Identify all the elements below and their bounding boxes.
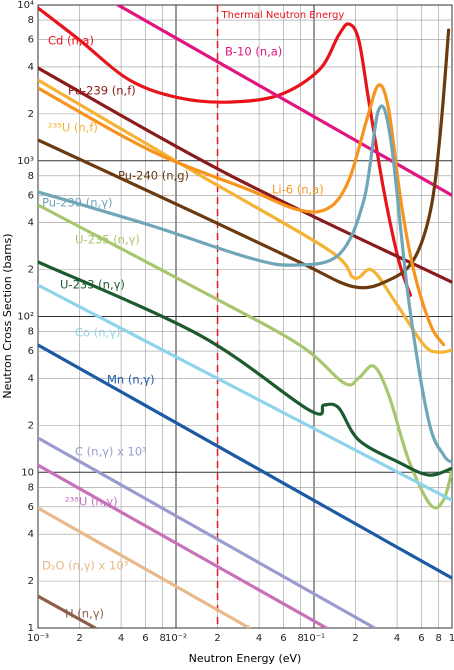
- series-line: [38, 203, 452, 510]
- x-tick-label: 6: [280, 633, 286, 644]
- series-line: [116, 5, 452, 197]
- series-line: [38, 506, 251, 628]
- series-label: Pu-239 (n,f): [68, 84, 136, 98]
- y-tick-label: 10²: [17, 312, 34, 323]
- y-tick-label: 8: [28, 15, 34, 26]
- x-tick-label: 8: [159, 633, 165, 644]
- series-label: U-233 (n,γ): [60, 278, 125, 292]
- y-tick-label: 8: [28, 327, 34, 338]
- y-tick-label: 2: [28, 420, 34, 431]
- series-line: [38, 343, 452, 580]
- y-tick-label: 2: [28, 576, 34, 587]
- series-label: B-10 (n,a): [225, 45, 282, 59]
- series-label: C (n,γ) x 10³: [75, 445, 147, 459]
- y-tick-label: 10⁴: [17, 0, 34, 11]
- y-tick-label: 2: [28, 109, 34, 120]
- x-axis-label: Neutron Energy (eV): [189, 652, 302, 665]
- series-label: Co (n,γ): [75, 326, 120, 340]
- series-label: D₂O (n,γ) x 10³: [42, 559, 129, 573]
- x-tick-label: 8: [297, 633, 303, 644]
- series-line: [38, 436, 377, 628]
- series-line: [38, 260, 452, 477]
- x-tick-label: 2: [352, 633, 358, 644]
- y-axis-label: Neutron Cross Section (barns): [1, 233, 14, 398]
- series-line: [38, 6, 413, 297]
- y-tick-label: 2: [28, 265, 34, 276]
- series-label: H (n,γ): [65, 607, 104, 621]
- y-tick-label: 4: [28, 62, 34, 73]
- y-tick-label: 4: [28, 373, 34, 384]
- series-line: [38, 83, 446, 347]
- x-tick-label: 4: [394, 633, 400, 644]
- x-tick-label: 4: [118, 633, 124, 644]
- y-tick-label: 10: [21, 467, 34, 478]
- x-tick-label: 10⁻¹: [303, 633, 325, 644]
- series-lines: [38, 5, 452, 628]
- series-line: [38, 104, 452, 464]
- series-label: ²³⁵U (n,f): [48, 121, 98, 135]
- y-tick-label: 6: [28, 190, 34, 201]
- series-line: [38, 463, 329, 628]
- series-line: [38, 594, 97, 628]
- x-tick-label: 4: [256, 633, 262, 644]
- series-line: [38, 283, 452, 502]
- x-tick-label: 2: [76, 633, 82, 644]
- x-tick-label: 10⁻²: [165, 633, 187, 644]
- x-tick-label: 2: [214, 633, 220, 644]
- y-tick-label: 8: [28, 171, 34, 182]
- series-label: Li-6 (n,a): [272, 183, 324, 197]
- y-tick-label: 8: [28, 482, 34, 493]
- series-label: ²³⁸U (n,γ): [65, 495, 118, 509]
- series-label: Pu-239 (n,γ): [42, 196, 113, 210]
- series-label: Cd (n,a): [48, 34, 94, 48]
- x-tick-label: 10⁻³: [27, 633, 49, 644]
- y-tick-label: 1: [28, 623, 34, 634]
- y-tick-label: 4: [28, 218, 34, 229]
- series-line: [38, 28, 451, 290]
- x-tick-label: 6: [418, 633, 424, 644]
- series-line: [38, 78, 452, 354]
- x-tick-label: 1: [449, 633, 454, 644]
- x-tick-label: 6: [142, 633, 148, 644]
- series-label: Mn (n,γ): [107, 373, 155, 387]
- y-tick-label: 6: [28, 346, 34, 357]
- series-label: Pu-240 (n,g): [118, 169, 189, 183]
- series-line: [38, 66, 452, 284]
- x-tick-label: 8: [435, 633, 441, 644]
- series-label: U-235 (n,γ): [75, 233, 140, 247]
- y-tick-label: 6: [28, 35, 34, 46]
- y-tick-label: 10³: [17, 156, 34, 167]
- y-tick-label: 4: [28, 529, 34, 540]
- annotation: Thermal Neutron Energy: [221, 10, 345, 21]
- y-tick-label: 6: [28, 502, 34, 513]
